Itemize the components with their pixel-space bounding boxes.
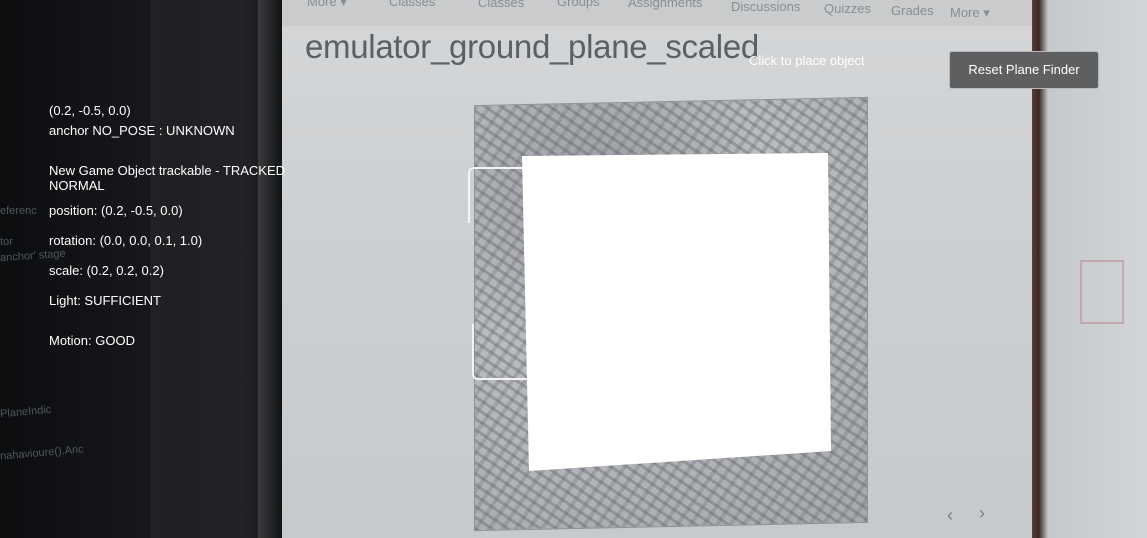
bg-nav-tab: Discussions [731, 0, 801, 14]
bg-nav-tab: More ▾ [950, 5, 990, 20]
trackable-status-text: New Game Object trackable - TRACKED [49, 163, 285, 178]
position-text: position: (0.2, -0.5, 0.0) [49, 203, 183, 218]
monitor-heading: emulator_ground_plane_scaled [305, 28, 759, 65]
bg-nav-tab: Grades [891, 3, 934, 18]
bg-nav-tab: Assignments [628, 0, 703, 10]
reset-plane-finder-button[interactable]: Reset Plane Finder [949, 51, 1099, 89]
camera-background-sticker [1080, 260, 1124, 324]
ground-plane-target-image [474, 96, 868, 532]
bg-nav-tab: More ▾ [307, 0, 347, 9]
camera-background-right [1032, 0, 1147, 538]
bg-code-line: eferenc [0, 205, 37, 217]
light-status-text: Light: SUFFICIENT [49, 293, 161, 308]
plane-indicator-bracket-bottom [472, 324, 534, 380]
scale-text: scale: (0.2, 0.2, 0.2) [49, 263, 164, 278]
camera-background-shadow [150, 0, 260, 538]
bg-nav-tab: Groups [557, 0, 600, 9]
rotation-text: rotation: (0.0, 0.0, 0.1, 1.0) [49, 233, 203, 248]
plane-indicator-bracket-top [468, 167, 530, 223]
bg-nav-tab: Classes [478, 0, 525, 10]
bg-nav-tab: Quizzes [824, 1, 871, 16]
anchor-status-text: anchor NO_POSE : UNKNOWN [49, 123, 235, 138]
place-object-hint: Click to place object [749, 53, 865, 68]
motion-status-text: Motion: GOOD [49, 333, 135, 348]
anchor-position-text: (0.2, -0.5, 0.0) [49, 103, 131, 118]
tracking-mode-text: NORMAL [49, 178, 105, 193]
chevron-left-icon: ‹ [947, 505, 953, 525]
bg-nav-tab: Classes [389, 0, 436, 9]
camera-background-monitor-bar [282, 0, 1032, 26]
chevron-right-icon: › [979, 503, 985, 523]
bg-code-line: tor [0, 236, 13, 248]
